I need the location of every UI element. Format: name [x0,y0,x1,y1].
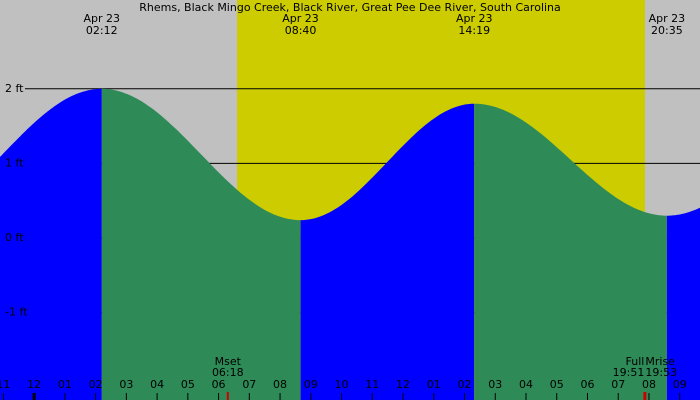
tide-time: 08:40 [285,24,317,37]
moon-time: 19:53 [645,366,677,379]
x-tick-label: 01 [427,378,441,391]
x-tick-label: 07 [242,378,256,391]
x-tick-label: 02 [89,378,103,391]
rising-tide [666,207,700,400]
x-tick-label: 12 [396,378,410,391]
rising-tide [0,88,102,400]
x-tick-label: 06 [580,378,594,391]
y-tick-label: 2 ft [5,82,24,95]
x-tick-label: 03 [488,378,502,391]
x-tick-label: 04 [150,378,164,391]
x-tick-label: 02 [458,378,472,391]
x-tick-label: 09 [304,378,318,391]
tide-time: 14:19 [458,24,490,37]
rising-tide [300,103,475,400]
y-tick-label: 0 ft [5,231,24,244]
moon-event: Mrise [645,355,675,368]
x-tick-label: 12 [27,378,41,391]
moon-time: 19:51 [613,366,645,379]
x-tick-label: 08 [273,378,287,391]
tide-time: 02:12 [86,24,118,37]
x-tick-label: 10 [335,378,349,391]
y-tick-label: -1 ft [5,306,28,319]
moon-event: Full [626,355,645,368]
falling-tide [474,103,667,400]
y-tick-label: 1 ft [5,156,24,169]
x-tick-label: 07 [611,378,625,391]
x-tick-label: 06 [212,378,226,391]
x-tick-label: 05 [181,378,195,391]
tide-date: Apr 23 [649,12,686,25]
falling-tide [101,88,301,400]
x-tick-label: 08 [642,378,656,391]
x-tick-label: 05 [550,378,564,391]
x-tick-label: 11 [0,378,10,391]
chart-title: Rhems, Black Mingo Creek, Black River, G… [139,1,561,14]
moon-event: Mset [215,355,242,368]
x-tick-label: 11 [365,378,379,391]
tide-time: 20:35 [651,24,683,37]
tide-date: Apr 23 [456,12,493,25]
moon-time: 06:18 [212,366,244,379]
tide-date: Apr 23 [83,12,120,25]
tide-date: Apr 23 [282,12,319,25]
x-tick-label: 03 [119,378,133,391]
x-tick-label: 09 [673,378,687,391]
x-tick-label: 04 [519,378,533,391]
x-tick-label: 01 [58,378,72,391]
